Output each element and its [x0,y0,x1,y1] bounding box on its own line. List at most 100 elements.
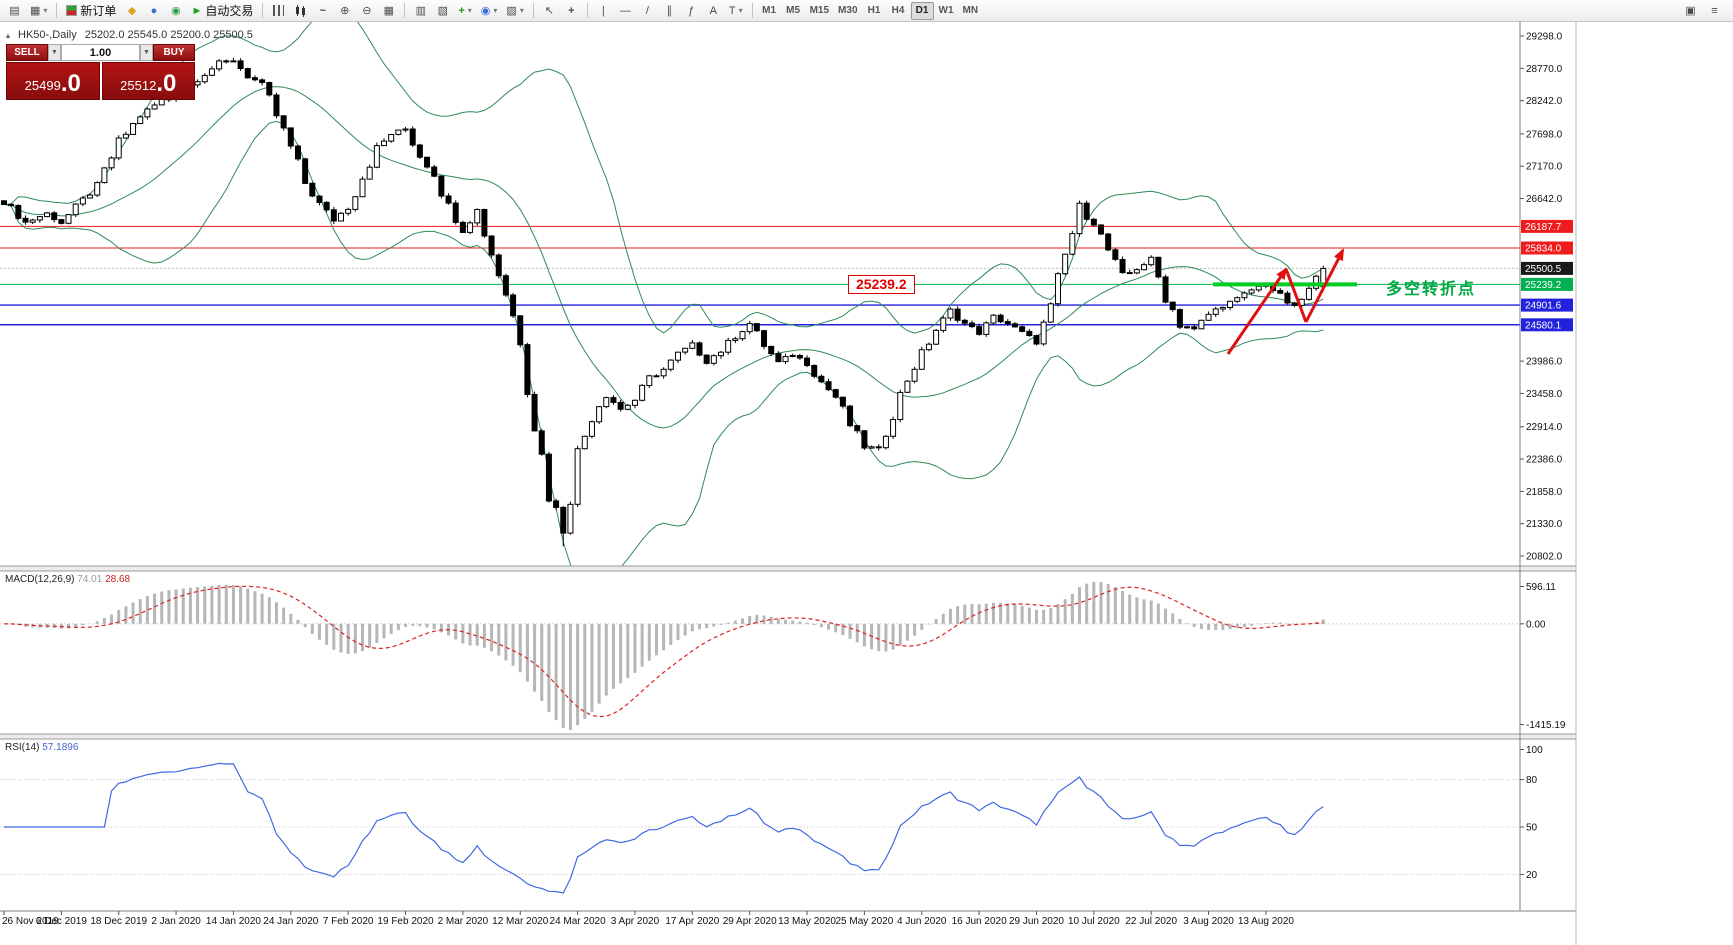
svg-text:10 Jul 2020: 10 Jul 2020 [1068,916,1120,927]
lot-size-input[interactable]: 1.00 [61,44,140,61]
add-indicator-button[interactable]: + ▾ [454,1,475,20]
svg-text:26 Nov 2019: 26 Nov 2019 [2,916,59,927]
toolbar-menu-button[interactable]: ≡ [1704,1,1725,20]
line-chart-button[interactable]: ~ [312,1,333,20]
zoom-in-button[interactable]: ⊕ [334,1,355,20]
arrows-tool-dropdown-icon[interactable]: ▾ [738,6,743,15]
new-order-label: 新订单 [80,4,117,18]
price-chart-layer [0,22,1520,566]
svg-text:-1415.19: -1415.19 [1526,720,1566,731]
tile-windows-icon: ▦ [383,5,395,17]
svg-text:596.11: 596.11 [1526,582,1556,593]
signals-button[interactable]: ◉ [165,1,186,20]
timeframe-mn-button[interactable]: MN [962,5,979,16]
market-button[interactable]: ● [143,1,164,20]
template-button[interactable]: ▨ ▾ [502,1,527,20]
sell-button[interactable]: SELL [6,44,48,61]
chart-profiles-dropdown-icon[interactable]: ▾ [43,6,48,15]
candlestick-chart-button[interactable] [290,1,311,20]
equidistant-channel-button[interactable]: ∥ [659,1,680,20]
turning-point-note[interactable]: 多空转折点 [1386,281,1477,298]
vertical-line-button[interactable]: | [593,1,614,20]
lot-dropdown-icon[interactable]: ▼ [140,44,153,61]
timeframe-m30-button[interactable]: M30 [838,5,858,16]
objects-list-button[interactable]: ▧ [432,1,453,20]
svg-text:24580.1: 24580.1 [1525,320,1562,331]
bar-chart-button[interactable] [268,1,289,20]
svg-text:24 Jan 2020: 24 Jan 2020 [263,916,318,927]
toolbar-separator [262,3,264,18]
buy-price-main: 25512 [120,78,157,93]
trend-line-button[interactable]: / [637,1,658,20]
timeframe-h4-button[interactable]: H4 [891,5,905,16]
symbol-list-dropdown-icon[interactable]: ▾ [493,6,498,15]
toolbar: ▤ ▦ ▾ 新订单 ◆ ● ◉ ► 自动交易 ~ ⊕ ⊖ ▦ ▥ ▧ + ▾ ◉ ▾ ▨ ▾ ↖ + | — / ∥ ƒ A T ▾ M1 M5… [0,0,1733,22]
svg-text:29 Jun 2020: 29 Jun 2020 [1009,916,1064,927]
timeframe-w1-button[interactable]: W1 [938,5,954,16]
oct-collapse-icon[interactable]: ▴ [6,30,11,40]
new-chart-icon: ▤ [9,5,20,17]
svg-text:25239.2: 25239.2 [1525,280,1562,291]
fibonacci-button[interactable]: ƒ [681,1,702,20]
macd-signal-value: 28.68 [105,574,131,585]
add-indicator-icon: + [458,4,465,17]
buy-price-button[interactable]: 25512 .0 [101,62,195,100]
rsi-value: 57.1896 [42,742,79,753]
price-axis[interactable]: 29298.0 28770.0 28242.0 27698.0 27170.0 26642… [1519,22,1573,911]
chart-window-mode-icon: ▣ [1685,5,1696,17]
timeframe-d1-button[interactable]: D1 [910,1,934,20]
metaeditor-button[interactable]: ◆ [121,1,142,20]
toolbar-separator [586,3,588,18]
svg-text:20: 20 [1526,870,1538,881]
timeframe-m1-button[interactable]: M1 [762,5,777,16]
arrows-tool-button[interactable]: T ▾ [725,1,747,20]
chart-profiles-button[interactable]: ▦ ▾ [26,1,51,20]
crosshair-button[interactable]: + [561,1,582,20]
horizontal-line-button[interactable]: — [615,1,636,20]
toolbar-separator [404,3,406,18]
equidistant-channel-icon: ∥ [666,5,673,17]
timeframe-m15-button[interactable]: M15 [809,5,830,16]
candles-layer [1,57,1327,547]
svg-text:25834.0: 25834.0 [1525,244,1562,255]
chart-canvas[interactable]: 29298.0 28770.0 28242.0 27698.0 27170.0 26642… [0,22,1733,945]
signals-icon: ◉ [171,5,181,17]
text-tool-icon: A [709,4,718,17]
tile-windows-button[interactable]: ▦ [378,1,399,20]
chart-ohlc-header: ▴ HK50-,Daily 25202.0 25545.0 25200.0 25… [6,29,253,41]
svg-text:80: 80 [1526,775,1538,786]
svg-text:22386.0: 22386.0 [1526,455,1563,466]
add-indicator-dropdown-icon[interactable]: ▾ [467,6,472,15]
chart-profiles-icon: ▦ [30,5,41,17]
new-order-button[interactable]: 新订单 [62,1,120,20]
svg-text:27698.0: 27698.0 [1526,129,1563,140]
sell-price-frac: .0 [60,70,81,97]
fibonacci-icon: ƒ [688,4,695,17]
chart-window[interactable]: 29298.0 28770.0 28242.0 27698.0 27170.0 26642… [0,22,1733,945]
timeframe-h1-button[interactable]: H1 [867,5,881,16]
svg-text:50: 50 [1526,823,1538,834]
new-chart-button[interactable]: ▤ [4,1,25,20]
toolbar-menu-icon: ≡ [1711,4,1718,17]
svg-text:100: 100 [1526,745,1543,756]
svg-text:3 Aug 2020: 3 Aug 2020 [1183,916,1234,927]
symbol-list-button[interactable]: ◉ ▾ [477,1,502,20]
cursor-button[interactable]: ↖ [539,1,560,20]
svg-text:13 May 2020: 13 May 2020 [778,916,836,927]
price-annotation-label[interactable]: 25239.2 [848,275,915,294]
svg-text:17 Apr 2020: 17 Apr 2020 [665,916,719,927]
zoom-out-button[interactable]: ⊖ [356,1,377,20]
auto-trading-button[interactable]: ► 自动交易 [187,1,257,20]
buy-button[interactable]: BUY [153,44,195,61]
chart-window-mode-button[interactable]: ▣ [1680,1,1701,20]
timeframe-m5-button[interactable]: M5 [786,5,801,16]
sell-price-button[interactable]: 25499 .0 [6,62,100,100]
svg-text:24 Mar 2020: 24 Mar 2020 [550,916,607,927]
market-icon: ● [150,4,158,17]
indicator-window-button[interactable]: ▥ [410,1,431,20]
sell-dropdown-icon[interactable]: ▼ [48,44,61,61]
svg-text:7 Feb 2020: 7 Feb 2020 [323,916,374,927]
text-tool-button[interactable]: A [703,1,724,20]
template-dropdown-icon[interactable]: ▾ [519,6,524,15]
